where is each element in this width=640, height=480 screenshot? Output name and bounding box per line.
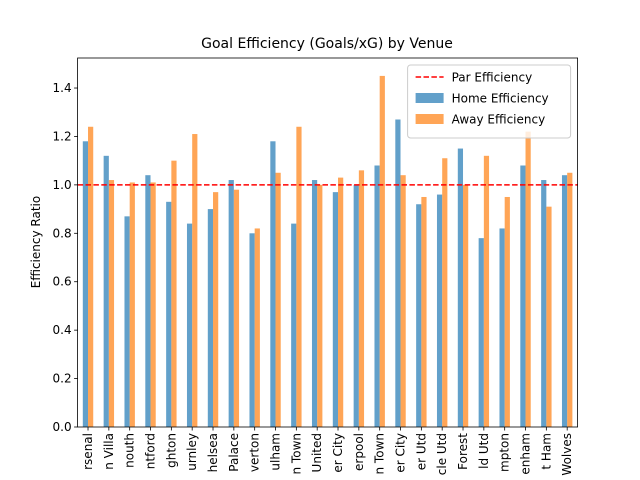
y-tick-label: 0.6: [53, 275, 72, 289]
bar: [436, 194, 443, 427]
x-tick-label: rsenal: [81, 433, 95, 470]
bar: [421, 196, 427, 427]
y-tick-label: 0.0: [53, 420, 72, 434]
x-tick-label: Wolves: [560, 433, 574, 476]
legend-swatch: [415, 114, 444, 124]
axes-frame: [77, 57, 578, 428]
bar: [233, 189, 240, 427]
x-tick-label: enham: [519, 433, 533, 475]
bar: [108, 180, 115, 427]
x-tick-label: Palace: [227, 433, 241, 472]
x-tick-label: nouth: [123, 433, 137, 468]
legend-label: Home Efficiency: [452, 92, 549, 106]
bar: [129, 182, 135, 427]
bar: [442, 158, 448, 427]
bar: [483, 155, 490, 427]
x-tick-label: Forest: [456, 433, 470, 470]
legend-swatch: [415, 93, 444, 103]
bar: [416, 204, 422, 427]
x-tick-label: n Villa: [102, 433, 116, 470]
bar: [541, 180, 547, 427]
bar: [317, 184, 323, 427]
bar: [395, 119, 401, 427]
bar: [353, 184, 359, 427]
bar: [82, 141, 89, 428]
bar: [457, 148, 464, 427]
bar: [207, 209, 214, 427]
bar: [358, 170, 365, 428]
bar: [192, 134, 198, 427]
bar: [275, 172, 281, 427]
x-tick-label: n Town: [373, 433, 387, 474]
x-tick-label: verton: [248, 433, 262, 472]
y-tick-label: 0.8: [53, 226, 72, 240]
x-tick-label: ulham: [269, 433, 283, 471]
bar: [296, 126, 302, 427]
y-tick-label: 0.4: [53, 323, 72, 337]
legend-label: Away Efficiency: [452, 113, 546, 127]
legend-label: Par Efficiency: [452, 71, 533, 85]
bar: [332, 192, 339, 427]
bar: [213, 192, 219, 427]
bar: [504, 196, 510, 427]
x-tick-label: t Ham: [539, 433, 553, 470]
x-tick-label: helsea: [206, 433, 220, 472]
bar: [249, 233, 255, 427]
x-tick-label: mpton: [498, 433, 512, 472]
x-tick-label: n Town: [289, 433, 303, 474]
bar: [338, 177, 344, 427]
bar: [186, 223, 193, 427]
x-tick-label: cle Utd: [435, 433, 449, 475]
bar: [546, 206, 552, 427]
chart-title: Goal Efficiency (Goals/xG) by Venue: [201, 36, 453, 52]
x-tick-label: erpool: [352, 433, 366, 471]
bar: [520, 165, 526, 427]
bar: [270, 141, 276, 428]
bar: [561, 175, 568, 427]
legend-box: [407, 64, 572, 139]
y-tick-label: 0.2: [53, 372, 72, 386]
x-tick-label: United: [310, 433, 324, 472]
x-tick-label: ld Utd: [477, 433, 491, 469]
bar: [499, 228, 505, 427]
bar: [150, 182, 156, 427]
bar: [103, 155, 109, 427]
bar: [374, 165, 380, 427]
bar: [463, 184, 469, 427]
y-tick-label: 1.0: [53, 178, 72, 192]
x-tick-label: er City: [331, 433, 345, 473]
bar: [228, 180, 234, 427]
bar: [166, 201, 172, 427]
bar: [145, 175, 151, 427]
x-tick-label: ntford: [144, 433, 158, 469]
x-tick-label: er Utd: [414, 433, 428, 470]
bar: [254, 228, 260, 427]
bar: [379, 75, 385, 427]
bar: [88, 126, 94, 427]
x-tick-label: urnley: [185, 433, 199, 471]
y-tick-label: 1.4: [53, 81, 72, 95]
bar: [291, 223, 297, 427]
bar: [124, 216, 130, 427]
bar: [478, 238, 484, 427]
bar: [400, 175, 406, 427]
bar: [171, 160, 177, 427]
y-tick-label: 1.2: [53, 129, 72, 143]
x-tick-label: er City: [394, 433, 408, 473]
bar: [311, 180, 318, 427]
bar: [525, 131, 531, 427]
x-tick-label: ghton: [164, 433, 178, 468]
y-axis-label: Efficiency Ratio: [29, 196, 43, 288]
bar: [567, 172, 573, 427]
